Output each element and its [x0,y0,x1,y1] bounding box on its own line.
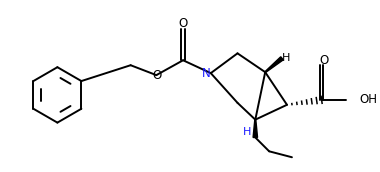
Text: OH: OH [359,93,377,106]
Text: N: N [201,67,210,80]
Text: O: O [153,69,162,82]
Polygon shape [265,57,283,73]
Text: O: O [179,17,188,30]
Polygon shape [253,120,258,137]
Text: O: O [319,54,328,67]
Text: H: H [243,127,252,137]
Text: H: H [282,53,290,63]
